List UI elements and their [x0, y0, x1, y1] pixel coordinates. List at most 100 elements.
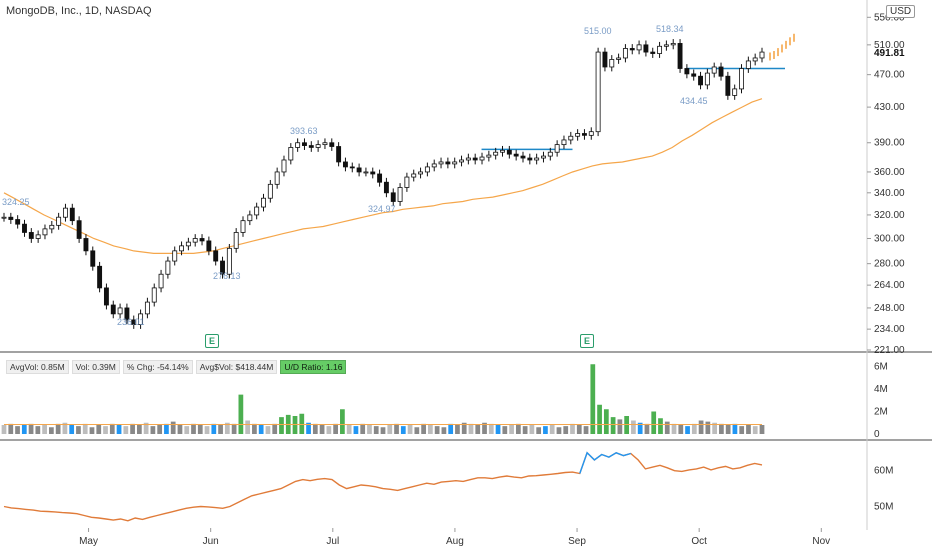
candle-body	[725, 75, 731, 96]
candle-body	[650, 51, 656, 54]
volume-bar	[603, 409, 609, 434]
stat-avg-dollar-vol: Avg$Vol: $418.44M	[195, 360, 278, 374]
price-tick-label: 360.00	[874, 167, 905, 178]
volume-bar	[414, 427, 420, 434]
volume-bar	[488, 423, 494, 434]
volume-bar	[353, 426, 359, 434]
volume-bar	[482, 422, 487, 434]
volume-bar	[258, 425, 264, 434]
volume-bar	[631, 420, 636, 434]
candle-body	[22, 223, 27, 233]
candle-body	[165, 260, 171, 275]
volume-bar	[312, 423, 318, 434]
candle-body	[288, 147, 294, 161]
volume-tick-label: 4M	[874, 384, 888, 395]
stat-avgvol: AvgVol: 0.85M	[6, 360, 69, 374]
volume-bar	[515, 423, 521, 434]
volume-bar	[177, 425, 183, 434]
volume-bar	[109, 423, 115, 434]
price-annotation: 515.00	[584, 26, 612, 36]
volume-bar	[522, 426, 528, 434]
candle-body	[752, 57, 758, 62]
volume-bar	[96, 425, 102, 434]
volume-bar	[678, 425, 684, 434]
volume-bar	[400, 426, 406, 434]
candle-body	[486, 154, 492, 158]
volume-bar	[658, 418, 663, 434]
x-tick-label: Oct	[691, 536, 707, 547]
volume-bar	[752, 426, 758, 434]
volume-bar	[164, 423, 169, 434]
candle-body	[465, 157, 471, 161]
price-tick-label: 470.00	[874, 70, 905, 81]
stat-ud-ratio: U/D Ratio: 1.16	[280, 360, 347, 374]
volume-bar	[197, 425, 203, 434]
volume-bar	[705, 421, 711, 434]
candle-body	[329, 142, 335, 147]
volume-bar	[89, 427, 95, 434]
candle-body	[69, 207, 75, 222]
volume-bar	[326, 426, 332, 434]
candle-body	[342, 161, 348, 168]
earnings-badge-1[interactable]: E	[205, 334, 219, 348]
price-tick-label: 320.00	[874, 210, 905, 221]
earnings-badge-2[interactable]: E	[580, 334, 594, 348]
candle-body	[308, 145, 314, 148]
candle-body	[220, 260, 225, 275]
volume-bar	[563, 426, 569, 434]
volume-bar	[380, 427, 386, 434]
candle-body	[547, 151, 553, 157]
volume-bar	[590, 364, 596, 434]
candle-body	[554, 144, 560, 153]
last-price-label: 491.81	[872, 48, 907, 59]
candle-body	[124, 307, 130, 321]
volume-bar	[549, 425, 555, 434]
candle-body	[315, 144, 321, 148]
candle-body	[397, 187, 403, 202]
candle-body	[110, 304, 116, 315]
candle-body	[35, 234, 41, 239]
candle-body	[322, 142, 328, 146]
candle-body	[568, 135, 574, 141]
candle-body	[281, 159, 287, 173]
candle-body	[411, 173, 417, 178]
volume-bar	[35, 426, 41, 434]
candle-body	[588, 131, 594, 136]
volume-bar	[739, 426, 745, 434]
price-tick-label: 430.00	[874, 102, 905, 113]
candle-body	[233, 232, 239, 249]
candle-body	[561, 139, 567, 146]
volume-bar	[306, 422, 311, 434]
stat-pct-chg: % Chg: -54.14%	[122, 360, 193, 374]
candle-body	[739, 68, 744, 90]
volume-bar	[21, 425, 27, 434]
price-tick-label: 300.00	[874, 233, 905, 244]
candle-body	[240, 220, 246, 233]
candle-body	[49, 224, 55, 230]
candle-body	[131, 319, 137, 325]
volume-bar	[184, 426, 190, 434]
volume-bar	[651, 411, 657, 434]
candle-body	[254, 206, 260, 216]
candle-body	[541, 155, 546, 159]
candle-body	[534, 157, 540, 161]
candle-body	[247, 214, 253, 222]
candle-body	[472, 157, 478, 161]
volume-bar	[475, 425, 481, 434]
candle-body	[90, 250, 96, 267]
currency-badge[interactable]: USD	[886, 5, 916, 18]
volume-bar	[340, 409, 345, 434]
volume-bar	[502, 426, 508, 434]
volume-bar	[394, 423, 399, 434]
candle-body	[377, 173, 383, 183]
candle-body	[479, 156, 485, 161]
price-annotation: 324.97	[368, 204, 396, 214]
moving-average-line	[3, 98, 763, 254]
stats-bar: AvgVol: 0.85M Vol: 0.39M % Chg: -54.14% …	[6, 360, 347, 374]
candle-body	[418, 171, 424, 175]
volume-bar	[218, 425, 223, 434]
price-annotation: 276.13	[213, 271, 241, 281]
candle-body	[226, 247, 232, 275]
price-tick-label: 264.00	[874, 280, 905, 291]
